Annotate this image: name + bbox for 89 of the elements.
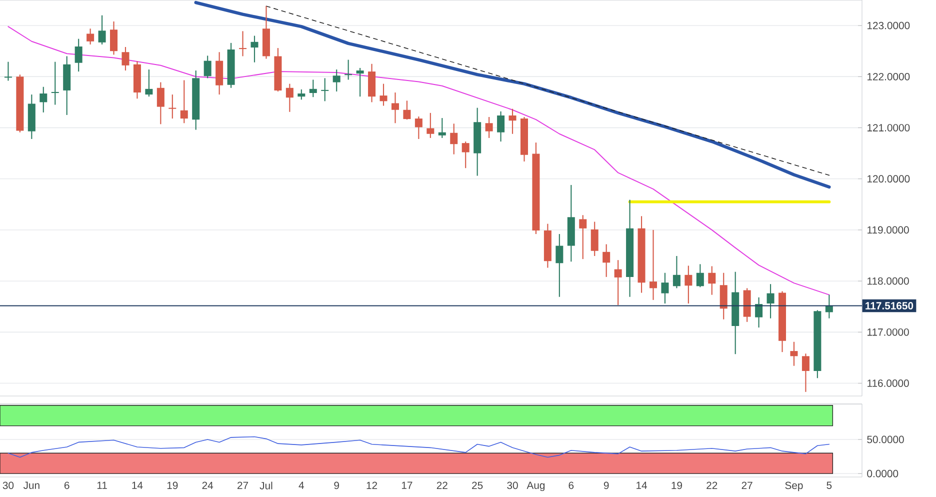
line-series — [194, 0, 831, 189]
candlestick — [790, 341, 798, 366]
candlestick — [649, 229, 658, 300]
x-tick-label: 14 — [132, 482, 143, 489]
candlestick — [110, 20, 118, 56]
candlestick — [590, 221, 598, 257]
candlestick — [344, 59, 352, 80]
x-tick-label: 27 — [238, 482, 248, 489]
candlestick — [720, 272, 728, 320]
candlestick — [122, 46, 130, 72]
y-tick-label: 121.0000 — [868, 124, 910, 132]
candlestick — [356, 67, 364, 98]
candlestick — [414, 116, 422, 140]
x-tick-label: 5 — [826, 482, 832, 489]
candlestick — [40, 86, 48, 113]
candlestick — [321, 78, 329, 102]
x-tick-label: 14 — [636, 482, 647, 489]
x-tick-label: 22 — [706, 482, 718, 489]
x-tick-label: 27 — [742, 482, 752, 489]
x-tick-label: Aug — [526, 482, 545, 492]
x-tick-label: Sep — [785, 482, 803, 492]
y-tick-label: 117.0000 — [868, 328, 909, 336]
candlestick — [250, 35, 258, 63]
candlestick — [180, 80, 188, 124]
x-tick-label: 17 — [402, 482, 412, 489]
candlestick — [614, 260, 622, 306]
candlestick — [661, 272, 669, 304]
candlestick — [286, 83, 294, 112]
y-tick-label: 118.0000 — [868, 277, 909, 285]
candlestick — [74, 38, 82, 72]
candlestick — [556, 233, 564, 298]
x-tick-label: 9 — [604, 482, 609, 490]
candlestick — [380, 83, 388, 106]
x-tick-label: 6 — [64, 482, 70, 490]
y-tick-label: 120.0000 — [868, 175, 910, 183]
x-tick-label: 4 — [298, 482, 304, 489]
candlestick — [508, 108, 516, 134]
candlestick — [450, 123, 458, 155]
candlestick — [332, 68, 340, 92]
candlestick — [579, 214, 587, 260]
candlestick — [497, 110, 505, 142]
ref-line-label: 117.51650 — [866, 302, 914, 310]
x-tick-label: 24 — [202, 482, 214, 489]
candlestick — [403, 100, 411, 120]
x-tick-label: 6 — [568, 482, 574, 490]
candlestick — [825, 294, 833, 319]
candlestick — [298, 88, 306, 100]
x-tick-label: 22 — [436, 482, 448, 489]
x-tick-label: 30 — [2, 482, 14, 490]
candlestick — [145, 68, 153, 98]
candlestick — [485, 116, 493, 138]
y-tick-label: 122.0000 — [868, 72, 910, 80]
x-tick-label: 19 — [672, 482, 682, 490]
x-tick-label: 25 — [472, 482, 483, 490]
candlestick — [426, 112, 434, 138]
y-tick-label: 123.0000 — [868, 22, 910, 30]
candlestick — [802, 353, 810, 392]
x-tick-label: 30 — [507, 482, 518, 490]
y-tick-label: 0.0000 — [867, 470, 898, 478]
candlestick — [51, 61, 59, 106]
candlestick — [684, 265, 692, 304]
candlestick — [156, 82, 164, 125]
x-tick-label: 9 — [334, 482, 339, 490]
x-tick-label: 11 — [97, 482, 107, 489]
candlestick — [239, 30, 247, 57]
candlestick — [309, 79, 317, 98]
x-tick-label: 19 — [167, 482, 178, 490]
candlestick — [708, 266, 716, 296]
candlestick — [391, 92, 399, 124]
x-tick-label: 12 — [366, 482, 378, 489]
candlestick — [755, 296, 763, 328]
x-tick-label: Jul — [260, 482, 272, 490]
candlestick — [98, 14, 106, 45]
y-tick-label: 116.0000 — [868, 380, 909, 387]
candlestick — [4, 61, 12, 82]
candlestick — [696, 264, 704, 288]
candlestick — [438, 118, 446, 138]
y-tick-label: 119.0000 — [868, 226, 909, 234]
candlestick — [602, 244, 610, 278]
candlestick — [168, 94, 176, 120]
candlestick — [766, 284, 774, 319]
line-series — [8, 436, 830, 458]
y-tick-label: 50.0000 — [867, 436, 904, 444]
x-tick-label: Jun — [23, 482, 40, 489]
candlestick — [462, 141, 470, 169]
candlestick — [204, 55, 212, 79]
candlestick — [86, 28, 94, 45]
candlestick — [672, 255, 680, 289]
line-series — [8, 26, 830, 296]
